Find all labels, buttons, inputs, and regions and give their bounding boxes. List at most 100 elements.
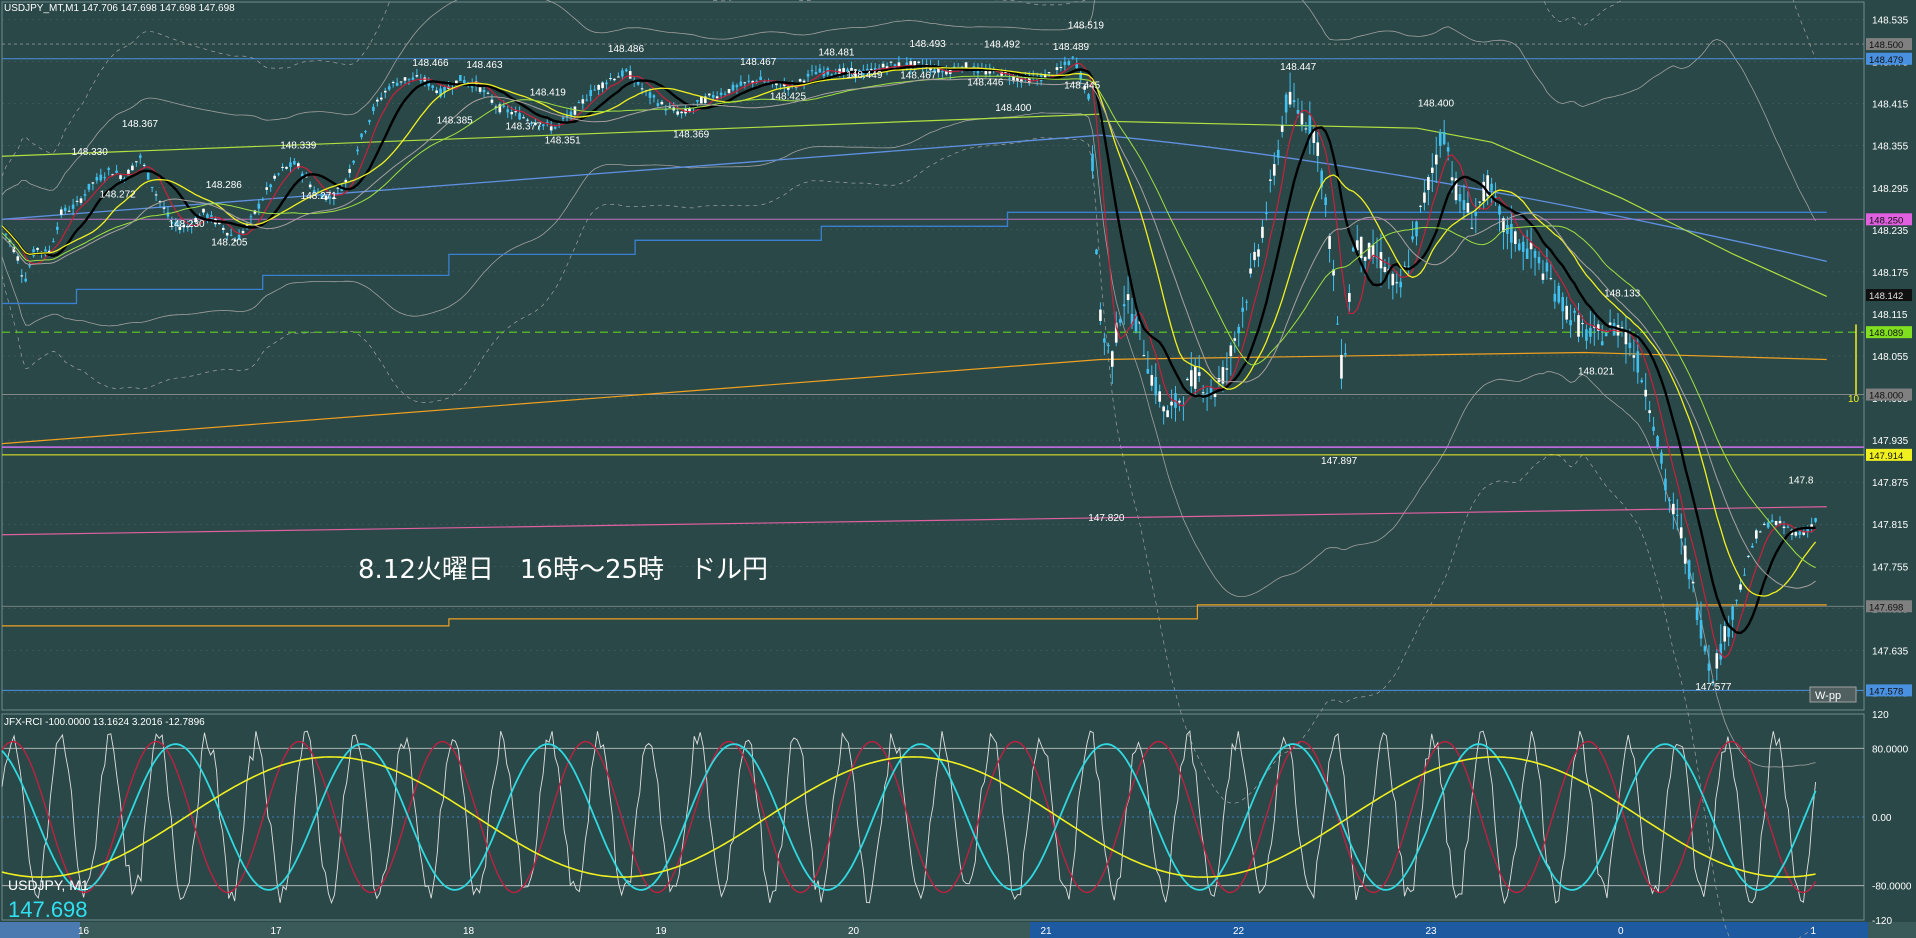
candle-body: [261, 199, 265, 201]
candle-body: [621, 70, 624, 77]
candle-body: [727, 89, 731, 94]
candle-body: [107, 168, 110, 170]
candle-body: [249, 216, 253, 218]
candle-body: [300, 173, 304, 177]
candle-body: [700, 96, 703, 104]
candle-body: [1107, 344, 1110, 347]
candle-body: [316, 191, 320, 193]
candle-body: [652, 95, 656, 98]
candle-body: [1691, 581, 1695, 584]
candle-body: [48, 250, 51, 253]
candle-body: [1103, 338, 1106, 343]
candle-body: [1553, 293, 1557, 302]
candle-body: [640, 88, 644, 90]
candle-body: [806, 73, 810, 77]
candle-body: [1545, 262, 1549, 272]
price-annotation: 148.493: [910, 39, 947, 50]
price-tag-box: [1866, 388, 1912, 401]
candle-body: [166, 212, 170, 217]
candle-body: [842, 68, 845, 74]
candle-body: [225, 232, 229, 236]
price-tags: 148.500 148.479 148.250 148.142 148.089 148.0…: [1866, 38, 1912, 697]
candle-body: [407, 78, 411, 80]
candle-body: [545, 122, 549, 124]
candle-body: [613, 78, 616, 81]
candle-body: [1359, 236, 1363, 259]
candle-body: [609, 78, 612, 80]
candle-body: [711, 94, 715, 98]
candle-body: [490, 99, 494, 103]
candle-body: [1533, 250, 1537, 258]
candle-body: [1434, 154, 1438, 165]
candle-body: [664, 109, 668, 111]
candle-body: [1193, 365, 1197, 389]
rci-header: JFX-RCI -100.0000 13.1624 3.2016 -12.789…: [4, 717, 205, 728]
candle-body: [391, 81, 395, 83]
price-annotation: 148.445: [1064, 80, 1101, 91]
rci-tick-label: 120: [1872, 710, 1889, 721]
candle-body: [1411, 236, 1414, 240]
candle-body: [1284, 94, 1288, 113]
price-annotation: 148.489: [1053, 42, 1090, 53]
price-annotation: 148.271: [301, 191, 338, 202]
price-tag-label: 148.142: [1869, 291, 1903, 302]
wpp-box[interactable]: [1809, 686, 1857, 703]
candle-body: [1419, 205, 1422, 207]
candle-body: [1249, 268, 1252, 274]
candle-body: [526, 119, 529, 121]
candle-body: [1158, 391, 1161, 402]
candle-body: [352, 160, 355, 163]
x-tick-label: 21: [1041, 926, 1053, 937]
candle-body: [1047, 72, 1051, 74]
candle-body: [1687, 560, 1691, 580]
candle-body: [1008, 78, 1011, 80]
candle-body: [731, 84, 735, 91]
candle-body: [1494, 196, 1497, 198]
candle-body: [1087, 94, 1090, 100]
candle-body: [510, 112, 514, 115]
price-annotation: 148.519: [1068, 21, 1105, 32]
candle-body: [933, 69, 936, 72]
candle-body: [1427, 177, 1430, 191]
candle-body: [952, 66, 956, 68]
candle-body: [798, 79, 802, 82]
time-axis-highlight: [1030, 922, 1868, 938]
price-annotation: 148.205: [211, 237, 248, 248]
candle-body: [1016, 78, 1019, 82]
candle-body: [1352, 247, 1355, 252]
candle-body: [12, 247, 16, 253]
candle-body: [1162, 406, 1165, 412]
candle-body: [1506, 224, 1509, 234]
candle-body: [1486, 175, 1489, 197]
candle-body: [95, 177, 99, 181]
price-annotation: 148.492: [984, 40, 1021, 51]
candle-body: [474, 81, 478, 87]
candle-body: [435, 90, 438, 93]
candle-body: [1091, 153, 1094, 172]
candle-body: [818, 68, 822, 73]
candle-body: [1739, 584, 1742, 590]
candle-body: [735, 85, 739, 88]
candle-body: [1762, 523, 1766, 525]
candle-body: [186, 226, 190, 228]
candle-body: [174, 222, 178, 226]
candle-body: [439, 88, 442, 97]
price-tag-label: 147.578: [1869, 686, 1903, 697]
candle-body: [233, 239, 237, 242]
candle-body: [1798, 531, 1802, 536]
candle-body: [431, 85, 434, 88]
wpp-label[interactable]: W-pp: [1815, 690, 1841, 702]
candle-body: [755, 80, 758, 82]
price-annotation: 148.425: [770, 92, 807, 103]
candle-body: [237, 234, 241, 241]
candle-body: [1589, 327, 1592, 337]
price-tag-box: [1866, 684, 1912, 697]
candle-body: [1723, 626, 1727, 642]
candle-body: [1233, 338, 1237, 341]
candle-body: [360, 133, 363, 138]
candle-body: [636, 80, 640, 85]
candle-body: [945, 71, 948, 75]
price-annotation: 148.133: [1604, 289, 1641, 300]
candle-body: [660, 101, 664, 105]
price-annotation: 148.446: [967, 78, 1004, 89]
